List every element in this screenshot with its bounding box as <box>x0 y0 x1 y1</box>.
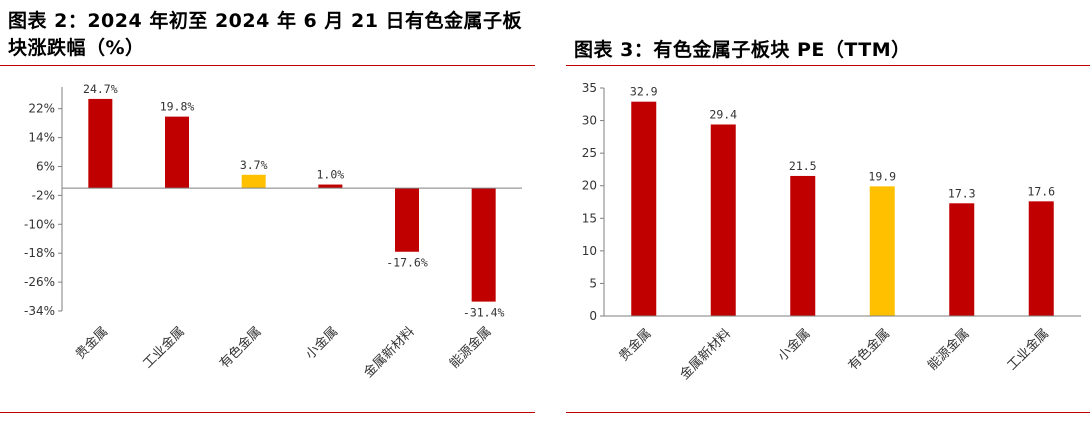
bar <box>241 174 266 189</box>
y-tick-label: 10 <box>582 244 597 258</box>
data-label: 3.7% <box>240 158 268 172</box>
category-label: 能源金属 <box>924 326 972 374</box>
category-label: 有色金属 <box>845 326 893 374</box>
y-tick-label: 35 <box>582 81 597 95</box>
data-label: 21.5 <box>789 159 817 173</box>
data-label: 19.8% <box>160 100 195 114</box>
category-label: 小金属 <box>775 326 814 365</box>
y-tick-label: 15 <box>582 211 597 225</box>
data-label: 17.3 <box>948 186 976 200</box>
bar <box>790 175 816 316</box>
data-label: 29.4 <box>709 107 737 121</box>
title-rule <box>0 65 535 66</box>
y-tick-label: 5 <box>589 276 597 290</box>
data-label: -17.6% <box>386 256 428 270</box>
bar <box>318 184 343 189</box>
y-tick-label: 20 <box>582 179 597 193</box>
y-tick-label: 25 <box>582 146 597 160</box>
y-tick-label: -26% <box>24 275 55 289</box>
y-tick-label: -10% <box>24 217 55 231</box>
category-label: 小金属 <box>302 324 341 363</box>
y-tick-label: 22% <box>28 102 55 116</box>
bar <box>88 98 113 189</box>
bottom-rule <box>566 412 1090 413</box>
bar <box>471 188 496 302</box>
y-tick-label: -34% <box>24 304 55 318</box>
bar <box>1028 201 1054 316</box>
bar <box>869 186 895 316</box>
data-label: 17.6 <box>1027 184 1055 198</box>
category-label: 工业金属 <box>1004 326 1052 374</box>
data-label: 24.7% <box>83 82 118 96</box>
y-tick-label: -18% <box>24 246 55 260</box>
category-label: 有色金属 <box>216 324 264 372</box>
chart-panel-left: 图表 2：2024 年初至 2024 年 6 月 21 日有色金属子板块涨跌幅（… <box>0 0 540 422</box>
bar-chart-left: 22% 14% 6% -2% -10% -18% -26% -34% 24.7% 19.8% 3.7… <box>24 82 522 381</box>
bar <box>165 116 189 189</box>
figure-title: 图表 3：有色金属子板块 PE（TTM） <box>574 39 911 61</box>
data-label: 32.9 <box>630 85 658 99</box>
data-label: 1.0% <box>316 168 344 182</box>
category-label: 金属新材料 <box>361 324 418 381</box>
data-label: -31.4% <box>463 306 505 320</box>
y-tick-label: 0 <box>589 309 597 323</box>
figure-title: 图表 2：2024 年初至 2024 年 6 月 21 日有色金属子板块涨跌幅（… <box>8 10 523 59</box>
category-label: 贵金属 <box>72 324 111 363</box>
bar <box>395 188 419 252</box>
data-label: 19.9 <box>868 169 896 183</box>
category-label: 工业金属 <box>140 324 188 372</box>
category-label: 能源金属 <box>446 324 494 372</box>
y-tick-label: 14% <box>28 131 55 145</box>
title-rule <box>566 65 1090 66</box>
category-label: 贵金属 <box>616 326 655 365</box>
category-label: 金属新材料 <box>677 326 734 383</box>
bar <box>631 101 657 317</box>
y-tick-label: 6% <box>36 159 55 173</box>
chart-panel-right: 图表 3：有色金属子板块 PE（TTM） 0 5 10 15 20 25 30 35 32.9 2… <box>566 0 1090 422</box>
bar <box>710 124 736 316</box>
bottom-rule <box>0 412 535 413</box>
y-tick-label: 30 <box>582 114 597 128</box>
y-tick-label: -2% <box>32 188 55 202</box>
bar-chart-right: 0 5 10 15 20 25 30 35 32.9 29.4 21.5 19.9 17.3 17.6 贵金… <box>582 81 1081 383</box>
bar <box>949 203 975 316</box>
